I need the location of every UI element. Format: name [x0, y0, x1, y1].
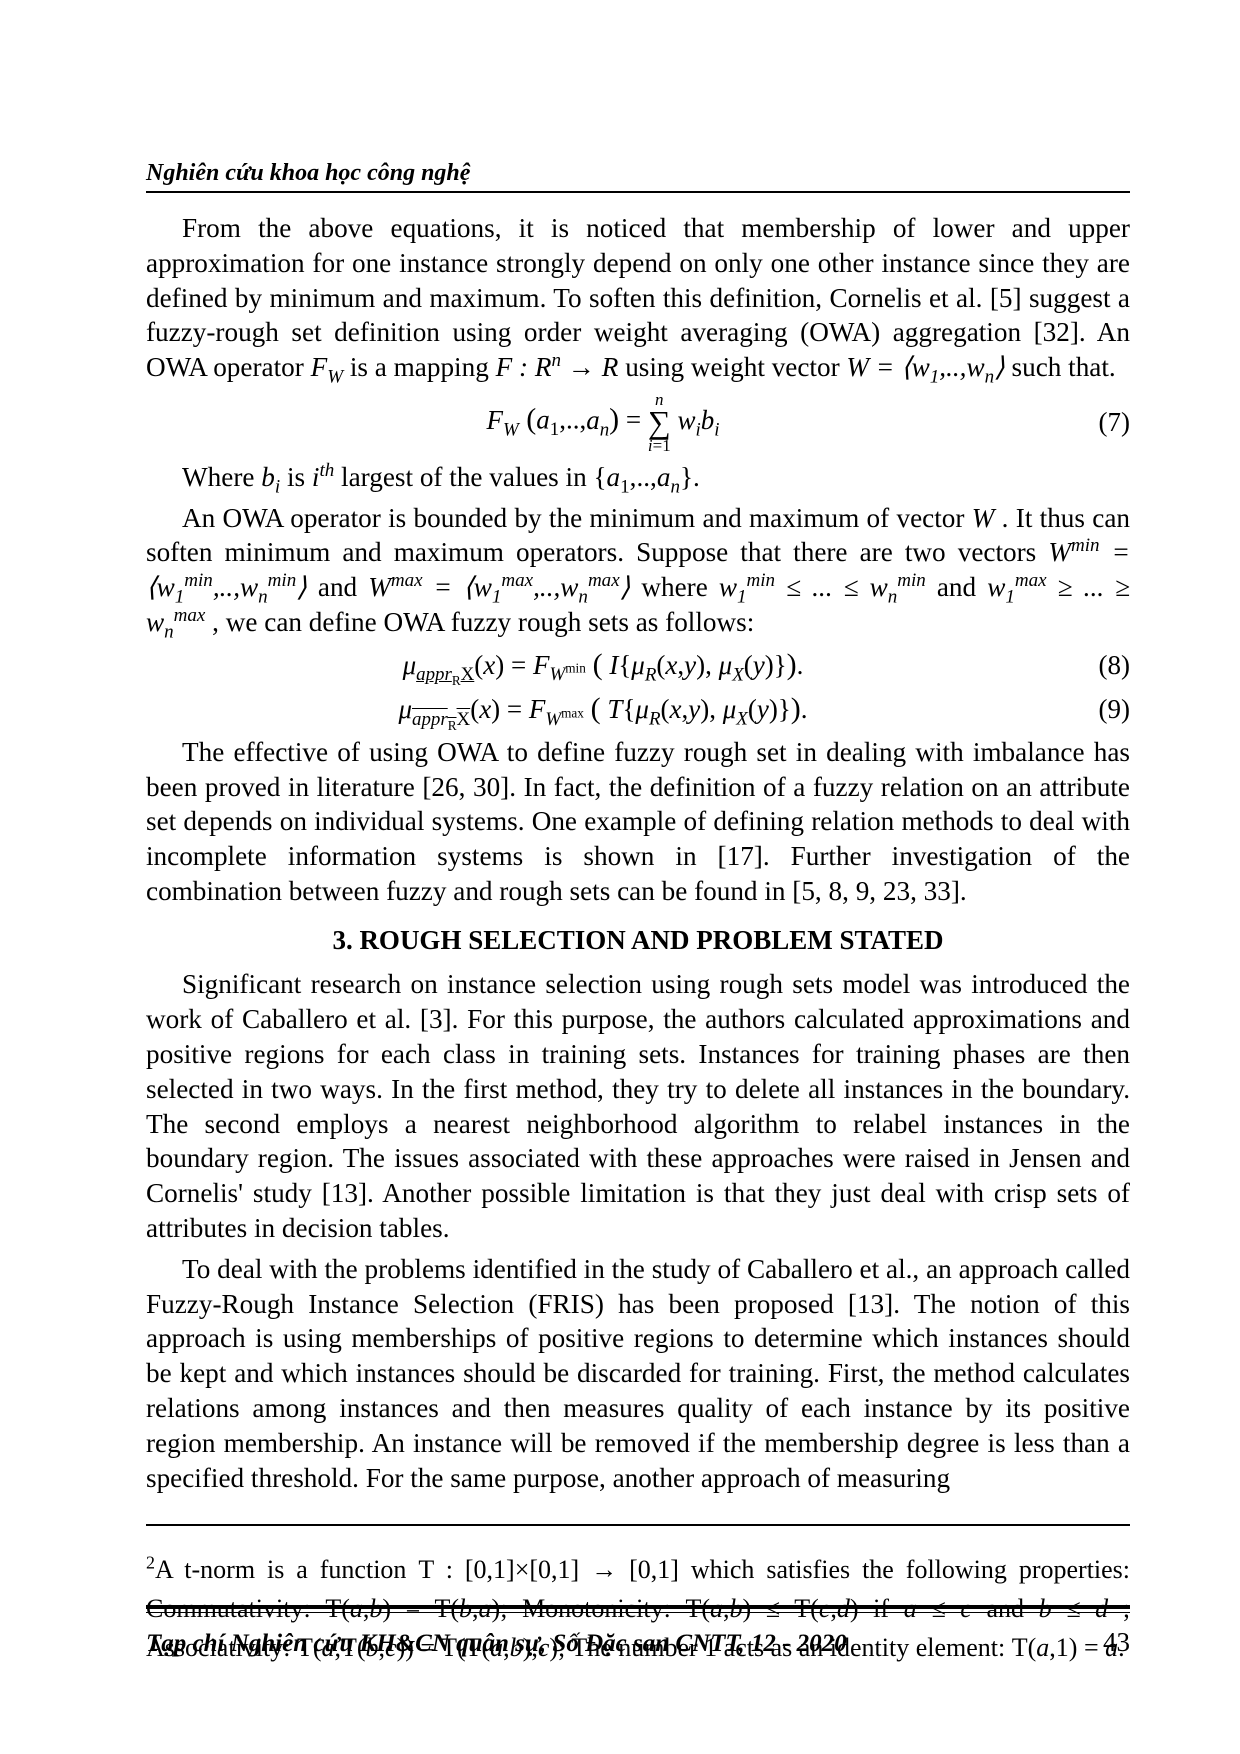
- p3-text-c: and: [318, 572, 368, 602]
- equation-8: μapprRX(x) = FWmin ( I{μR(x,y), μX(y)}).: [146, 646, 1060, 684]
- math-FRmap: F : Rn → R: [496, 352, 619, 382]
- fn2-a: A t-norm is a function: [155, 1555, 418, 1584]
- footer: Tạp chí Nghiên cứu KH&CN quân sự, Số Đặc…: [146, 1605, 1130, 1658]
- math-W: W: [972, 503, 995, 533]
- paragraph-2: Where bi is ith largest of the values in…: [146, 460, 1130, 495]
- equation-7-number: (7): [1060, 405, 1130, 440]
- p3-text-a: An OWA operator is bounded by the minimu…: [182, 503, 972, 533]
- footer-line: Tạp chí Nghiên cứu KH&CN quân sự, Số Đặc…: [146, 1627, 1130, 1658]
- equation-9-number: (9): [1060, 692, 1130, 727]
- footnote-marker: 2: [146, 1552, 155, 1572]
- equation-9: μapprRX(x) = FWmax ( T{μR(x,y), μX(y)}).: [146, 690, 1060, 728]
- p2-text-c: largest of the values in: [341, 462, 593, 492]
- footer-rule-thin: [146, 1612, 1130, 1613]
- math-aset: {a1,..,an}.: [593, 462, 699, 492]
- math-bi: bi: [261, 462, 280, 492]
- p3-text-f: , we can define OWA fuzzy rough sets as …: [212, 607, 754, 637]
- footer-rule-thick: [146, 1605, 1130, 1609]
- equation-9-row: μapprRX(x) = FWmax ( T{μR(x,y), μX(y)}).…: [146, 690, 1130, 728]
- math-Wmax: Wmax = ⟨w1max,..,wnmax⟩: [368, 572, 630, 602]
- p3-text-e: and: [937, 572, 987, 602]
- footer-journal: Tạp chí Nghiên cứu KH&CN quân sự, Số Đặc…: [146, 1630, 847, 1658]
- body-text: From the above equations, it is noticed …: [146, 211, 1130, 1667]
- p2-text-a: Where: [182, 462, 261, 492]
- p1-text-b: is a mapping: [350, 352, 496, 382]
- fn2-Tmap: T : [0,1]×[0,1] → [0,1]: [418, 1555, 679, 1584]
- equation-7: FW (a1,..,an) = n ∑ i=1 wibi: [146, 391, 1060, 454]
- section-3-title: 3. ROUGH SELECTION AND PROBLEM STATED: [146, 923, 1130, 958]
- paragraph-5: Significant research on instance selecti…: [146, 967, 1130, 1246]
- p2-text-b: is: [287, 462, 312, 492]
- math-ith: ith: [312, 462, 334, 492]
- paragraph-4: The effective of using OWA to define fuz…: [146, 735, 1130, 909]
- page-number: 43: [1103, 1627, 1130, 1658]
- math-wmin-ord: w1min ≤ ... ≤ wnmin: [719, 572, 926, 602]
- header-rule: [146, 191, 1130, 193]
- equation-8-row: μapprRX(x) = FWmin ( I{μR(x,y), μX(y)}).…: [146, 646, 1130, 684]
- p3-text-d: where: [641, 572, 719, 602]
- p1-text-d: such that.: [1012, 352, 1116, 382]
- p1-text-c: using weight vector: [625, 352, 846, 382]
- equation-7-row: FW (a1,..,an) = n ∑ i=1 wibi (7): [146, 391, 1130, 454]
- paragraph-1: From the above equations, it is noticed …: [146, 211, 1130, 385]
- running-head: Nghiên cứu khoa học công nghệ: [146, 160, 1130, 187]
- math-Wvec: W = ⟨w1,..,wn⟩: [846, 352, 1004, 382]
- paragraph-6: To deal with the problems identified in …: [146, 1252, 1130, 1496]
- page: Nghiên cứu khoa học công nghệ From the a…: [0, 0, 1240, 1754]
- math-Fw: FW: [311, 352, 343, 382]
- paragraph-3: An OWA operator is bounded by the minimu…: [146, 501, 1130, 640]
- equation-8-number: (8): [1060, 648, 1130, 683]
- footnote-rule: [146, 1524, 1130, 1526]
